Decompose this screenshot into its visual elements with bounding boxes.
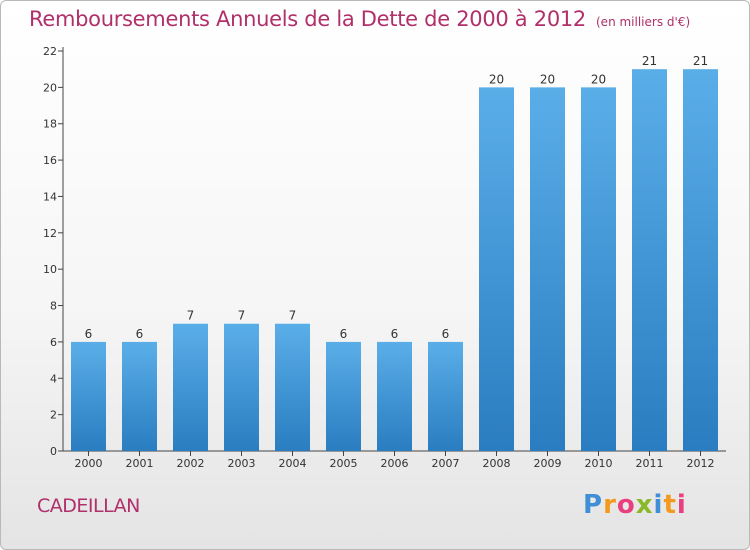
x-tick-label: 2009 [534, 457, 562, 470]
data-label: 6 [136, 327, 144, 341]
logo-letter: o [616, 490, 636, 520]
chart-unit: (en milliers d'€) [596, 15, 691, 29]
bar [683, 69, 718, 451]
bar [122, 341, 157, 451]
data-label: 7 [238, 309, 246, 323]
bar [71, 341, 106, 451]
y-tick-label: 12 [43, 227, 57, 240]
data-label: 6 [442, 327, 450, 341]
logo-letter: x [635, 490, 654, 520]
data-label: 20 [591, 72, 606, 86]
chart-bars [71, 69, 718, 451]
bar [173, 323, 208, 451]
logo-letter: i [676, 490, 687, 520]
y-tick-label: 20 [43, 81, 57, 94]
bar [632, 69, 667, 451]
chart-axes: 0 2 4 6 8 10 12 14 16 18 20 22 2000 2001 2002 2003 2004 2… [43, 45, 726, 470]
x-tick-label: 2012 [687, 457, 715, 470]
x-tick-label: 2008 [483, 457, 511, 470]
y-tick-label: 8 [50, 300, 57, 313]
data-label: 6 [391, 327, 399, 341]
commune-name: CADEILLAN [37, 495, 140, 517]
data-label: 7 [187, 309, 195, 323]
y-tick-label: 14 [43, 190, 57, 203]
x-tick-label: 2001 [126, 457, 154, 470]
data-label: 6 [85, 327, 93, 341]
y-tick-label: 2 [50, 409, 57, 422]
y-tick-label: 4 [50, 372, 57, 385]
data-label: 20 [540, 72, 555, 86]
y-tick-label: 22 [43, 45, 57, 58]
x-tick-label: 2000 [75, 457, 103, 470]
bar [428, 341, 463, 451]
chart-title: Remboursements Annuels de la Dette de 20… [29, 7, 690, 31]
chart-title-text: Remboursements Annuels de la Dette de 20… [29, 7, 586, 31]
bar [224, 323, 259, 451]
bar [479, 87, 514, 451]
logo-letter: t [663, 490, 677, 520]
logo-letter: r [603, 490, 617, 520]
x-tick-label: 2010 [585, 457, 613, 470]
y-tick-label: 16 [43, 154, 57, 167]
bar [581, 87, 616, 451]
data-label: 21 [693, 54, 708, 68]
proxiti-logo[interactable]: Proxiti [583, 490, 687, 520]
x-tick-label: 2005 [330, 457, 358, 470]
x-tick-label: 2003 [228, 457, 256, 470]
y-tick-label: 10 [43, 263, 57, 276]
x-tick-label: 2002 [177, 457, 205, 470]
bar [530, 87, 565, 451]
x-tick-label: 2007 [432, 457, 460, 470]
logo-letter: i [653, 490, 664, 520]
x-tick-label: 2006 [381, 457, 409, 470]
x-tick-label: 2004 [279, 457, 307, 470]
data-label: 7 [289, 309, 297, 323]
bar [275, 323, 310, 451]
y-tick-label: 0 [50, 445, 57, 458]
y-tick-label: 6 [50, 336, 57, 349]
chart-data-labels: 6 6 7 7 7 6 6 6 20 20 20 21 21 [85, 54, 708, 341]
bar [326, 341, 361, 451]
x-tick-label: 2011 [636, 457, 664, 470]
bar [377, 341, 412, 451]
data-label: 6 [340, 327, 348, 341]
data-label: 20 [489, 72, 504, 86]
y-tick-label: 18 [43, 118, 57, 131]
data-label: 21 [642, 54, 657, 68]
logo-letter: P [583, 490, 604, 520]
